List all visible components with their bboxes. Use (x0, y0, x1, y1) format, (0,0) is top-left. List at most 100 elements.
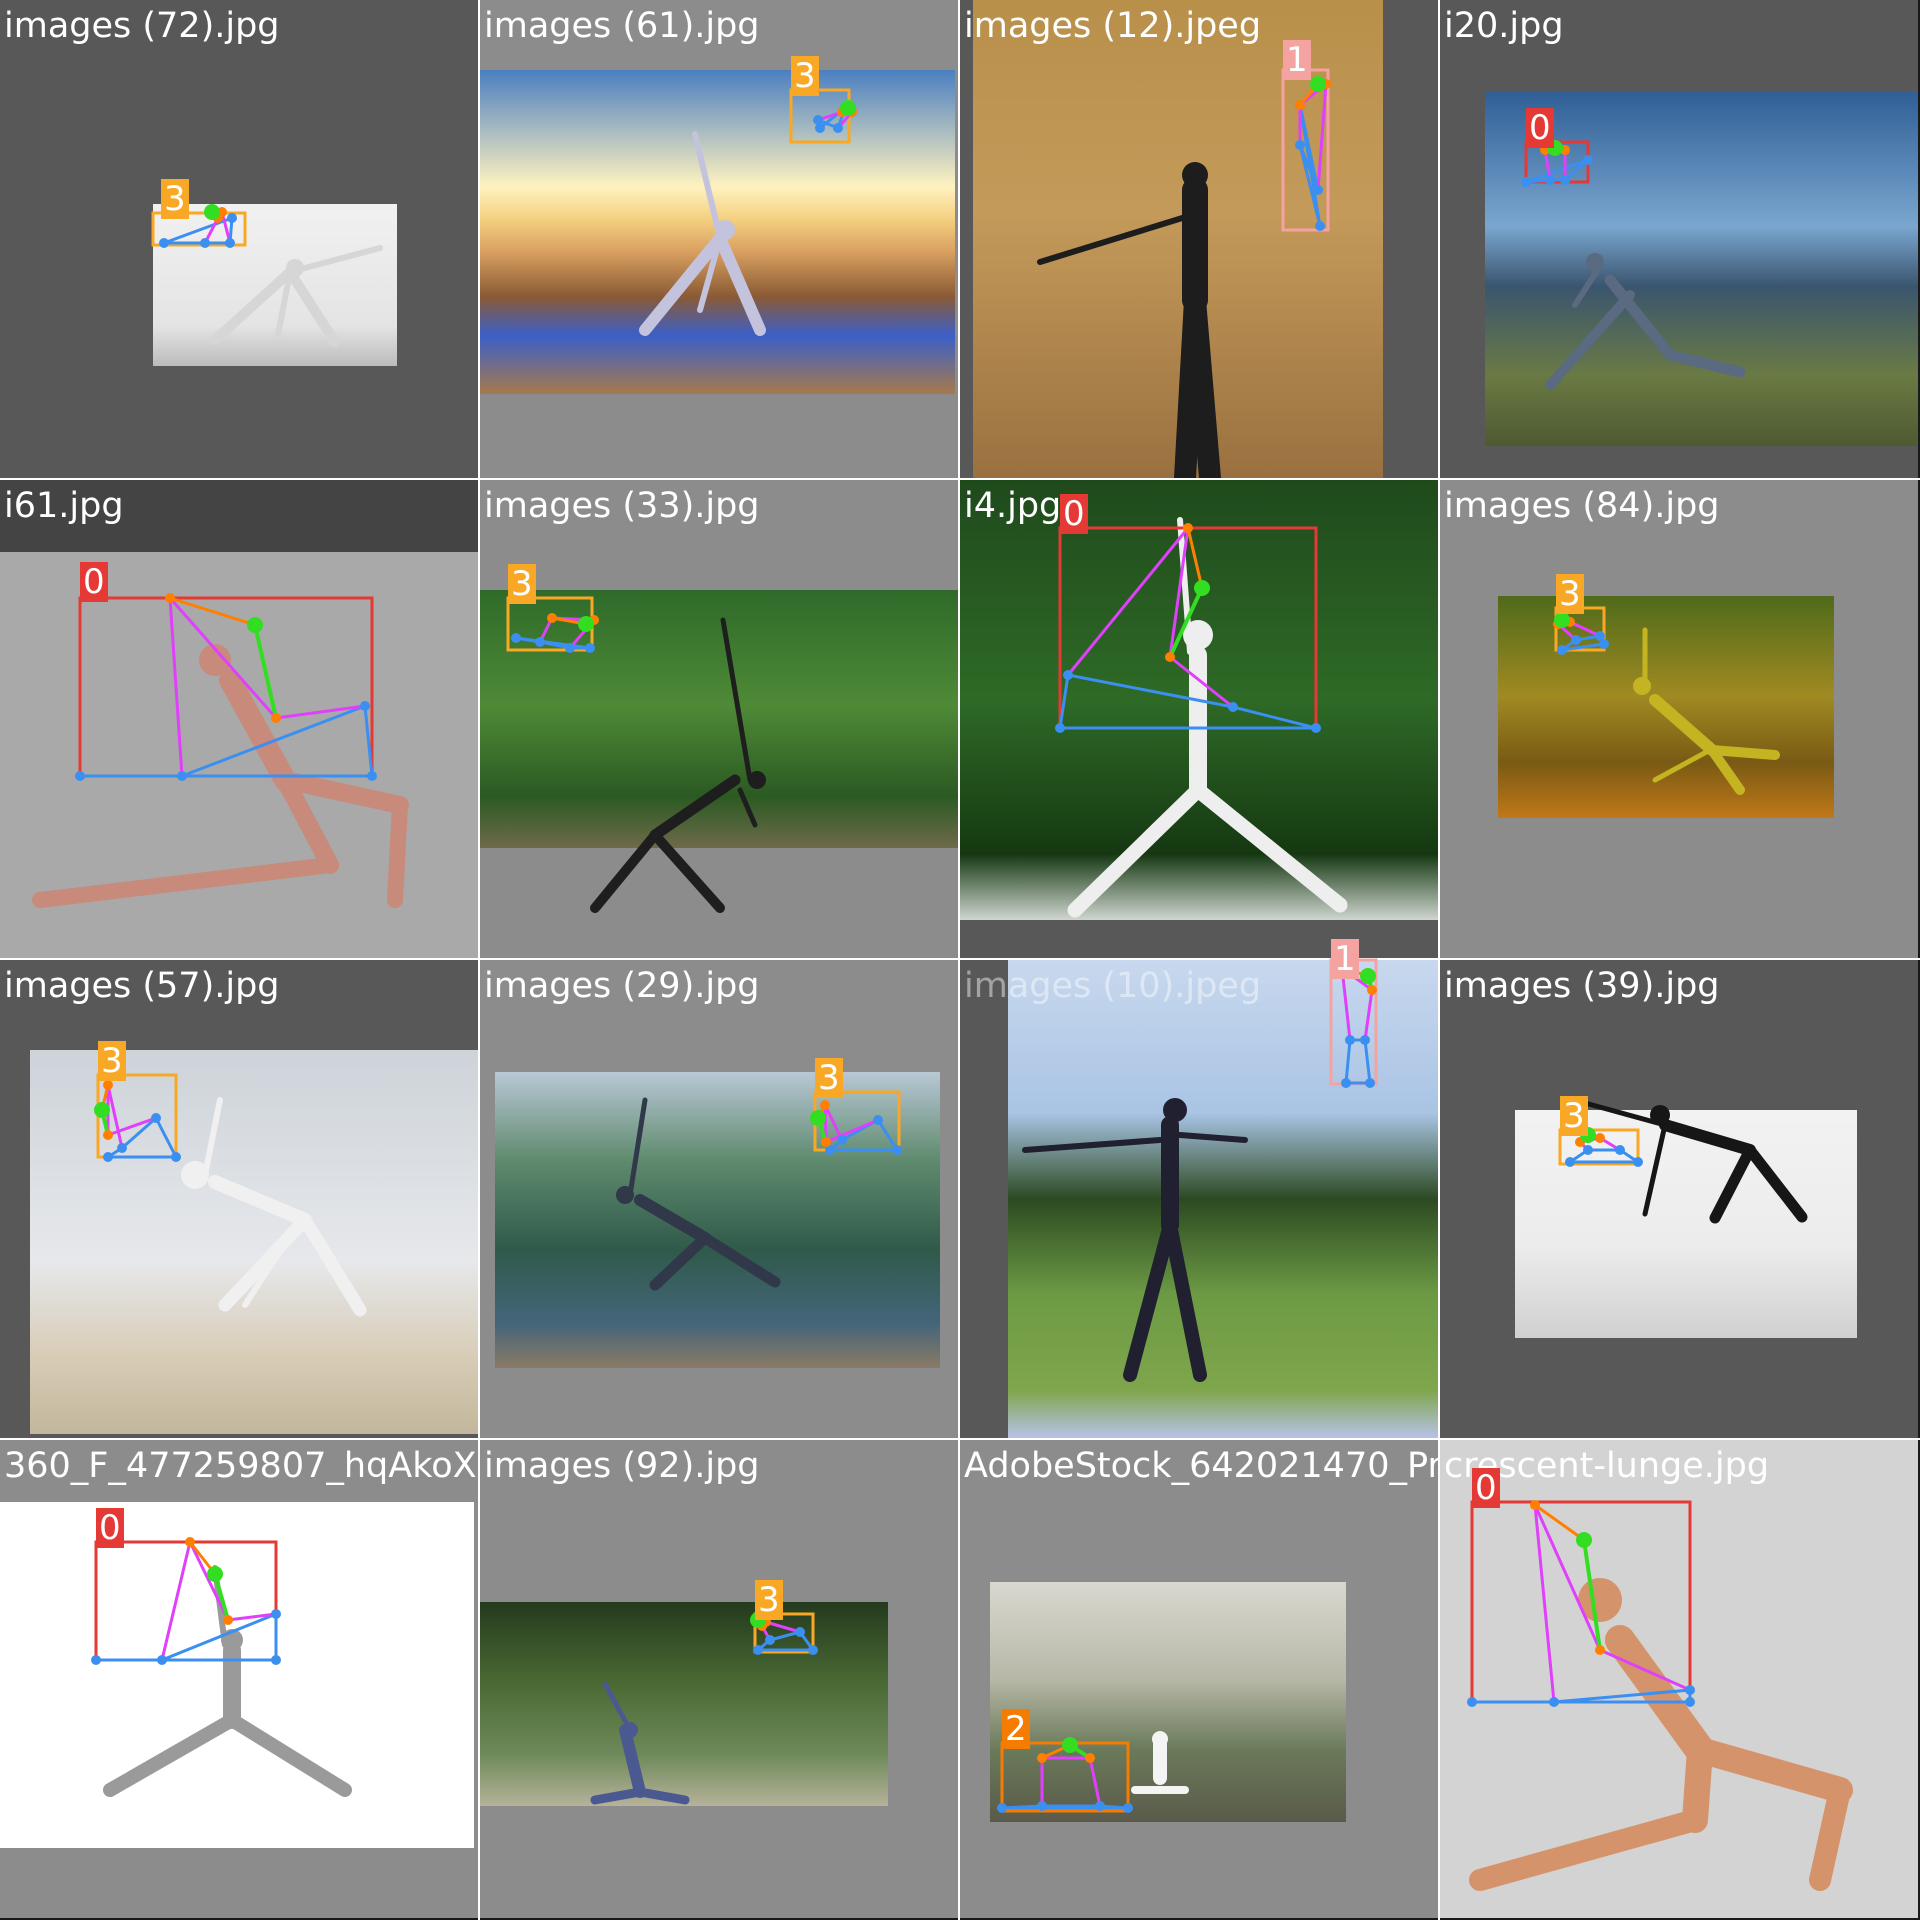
class-label-tag: 0 (1526, 108, 1554, 148)
figure-limb (1067, 782, 1206, 918)
yoga-figure (1582, 1100, 1808, 1224)
keypoint-head (1554, 612, 1570, 628)
keypoint (535, 637, 545, 647)
figure-limb (1659, 1119, 1756, 1156)
skeleton-torso (226, 1612, 278, 1622)
class-label-tag: 3 (815, 1058, 843, 1098)
figure-limb (276, 771, 339, 874)
skeleton-torso (1340, 966, 1352, 1042)
skeleton-shoulders (168, 596, 278, 720)
keypoint (1123, 1803, 1133, 1813)
skeleton-leg (1058, 673, 1070, 730)
skeleton-torso (1066, 526, 1190, 677)
skeleton-shoulders (1168, 526, 1190, 659)
grid-divider (0, 958, 1920, 960)
keypoint-head (1360, 968, 1376, 984)
keypoint (223, 1615, 233, 1625)
keypoint-head (578, 616, 594, 632)
keypoint (1595, 631, 1605, 641)
skeleton-leg (180, 704, 367, 778)
keypoint (1037, 1753, 1047, 1763)
image-filename-label: i20.jpg (1444, 6, 1564, 46)
keypoint (1311, 723, 1321, 733)
keypoint (1095, 1801, 1105, 1811)
keypoint (103, 1080, 113, 1090)
figure-limb (1163, 1218, 1207, 1382)
keypoint (271, 1655, 281, 1665)
prediction-tile: 360_F_477259807_hqAkoXrnzdMVy9DKpkBLtq9l (0, 1440, 478, 1918)
prediction-tile: images (61).jpg (480, 0, 958, 478)
figure-limb (202, 1097, 223, 1178)
source-image (990, 1582, 1346, 1822)
figure-limb (1707, 745, 1745, 795)
bounding-box (151, 211, 247, 247)
prediction-tile: i20.jpg (1440, 0, 1918, 478)
keypoint-head (840, 100, 856, 116)
keypoint (185, 1537, 195, 1547)
skeleton-torso (168, 596, 184, 778)
keypoint (157, 1655, 167, 1665)
figure-head (199, 644, 231, 676)
skeleton-torso (1543, 148, 1552, 182)
skeleton-leg (768, 1630, 802, 1642)
yoga-figure (1633, 627, 1780, 795)
figure-limb (219, 669, 296, 791)
figure-limb (1649, 694, 1718, 756)
keypoint (367, 771, 377, 781)
yoga-figure (181, 1097, 367, 1317)
skeleton-leg (160, 1612, 278, 1662)
keypoint (892, 1145, 902, 1155)
figure-limb (287, 245, 383, 275)
skeleton-leg (1231, 705, 1318, 730)
source-image (1515, 1110, 1857, 1338)
keypoint (1583, 1145, 1593, 1155)
figure-limb (649, 774, 741, 841)
yoga-figure (1131, 1731, 1189, 1794)
prediction-tile: AdobeStock_642021470_Preview (960, 1440, 1438, 1918)
image-filename-label: images (57).jpg (4, 966, 280, 1006)
figure-limb (714, 232, 766, 336)
source-image (480, 590, 958, 848)
prediction-tile: images (84).jpg (1440, 480, 1918, 958)
keypoint (547, 613, 557, 623)
figure-limb (285, 267, 340, 347)
keypoint (1685, 1685, 1695, 1695)
image-padding (0, 480, 478, 552)
figure-limb (590, 830, 660, 913)
keypoint (159, 238, 169, 248)
skeleton-torso (1168, 655, 1235, 709)
figure-limb (634, 1194, 711, 1244)
skeleton-arm (1533, 1503, 1586, 1542)
keypoint (91, 1655, 101, 1665)
keypoint (585, 643, 595, 653)
figure-limb (720, 617, 753, 783)
skeleton-leg (363, 704, 374, 778)
keypoint (1599, 639, 1609, 649)
figure-limb (1469, 1809, 1706, 1891)
yoga-figure (32, 644, 409, 908)
bounding-box (1000, 1741, 1130, 1813)
figure-limb (1545, 290, 1635, 390)
keypoint (1085, 1753, 1095, 1763)
skeleton-hip (1560, 642, 1606, 652)
prediction-tile: images (12).jpeg (960, 0, 1438, 478)
figure-head (1163, 1098, 1187, 1122)
keypoint (1615, 1145, 1625, 1155)
figure-limb (103, 1713, 239, 1797)
figure-limb (1177, 517, 1193, 655)
skeleton-torso (1088, 1756, 1102, 1808)
image-filename-label: images (10).jpeg (964, 966, 1262, 1006)
figure-limb (692, 131, 723, 241)
image-filename-label: images (12).jpeg (964, 6, 1262, 46)
skeleton-leg (1552, 1688, 1692, 1704)
figure-limb (1744, 1144, 1808, 1223)
keypoint (837, 1135, 847, 1145)
figure-limb (602, 1681, 633, 1733)
keypoint (171, 1152, 181, 1162)
keypoint-head (204, 204, 220, 220)
keypoint (815, 123, 825, 133)
keypoint (1360, 1035, 1370, 1045)
skeleton-torso (1533, 1503, 1556, 1704)
keypoint (200, 238, 210, 248)
